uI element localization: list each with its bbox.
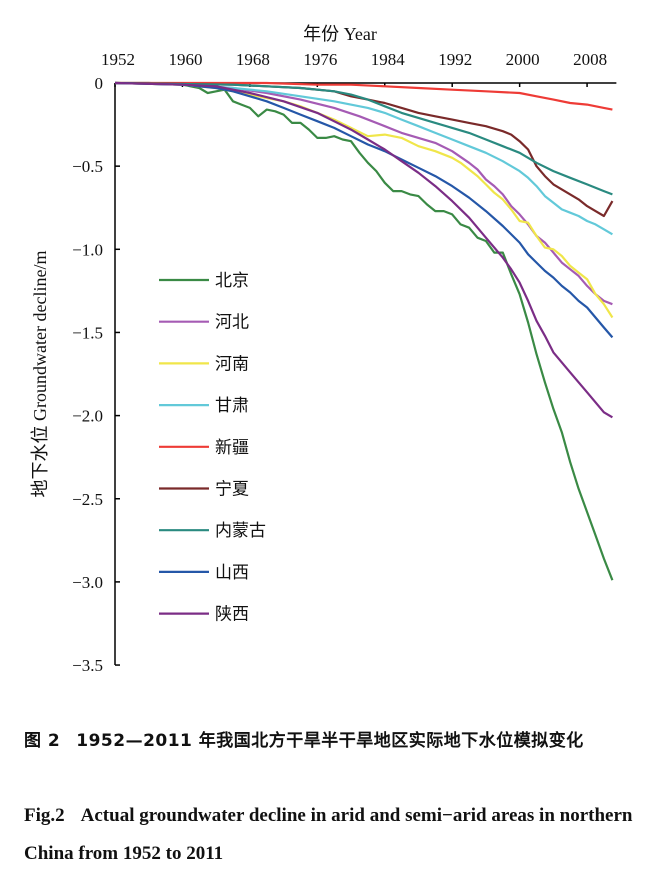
legend-item: 北京 <box>159 271 249 291</box>
legend-label: 甘肃 <box>215 396 249 416</box>
legend-label: 宁夏 <box>215 480 249 500</box>
caption-en-text: Actual groundwater decline in arid and s… <box>24 805 633 864</box>
y-tick-label: −2.0 <box>72 407 103 426</box>
legend-label: 陕西 <box>215 605 249 625</box>
series-line-陕西 <box>114 81 613 419</box>
y-tick-label: −0.5 <box>72 157 103 176</box>
series-line-新疆 <box>115 81 613 111</box>
y-tick-label: −1.5 <box>72 323 103 342</box>
caption-english: Fig.2 Actual groundwater decline in arid … <box>24 797 644 873</box>
legend-item: 山西 <box>159 563 249 583</box>
caption-en-figure-number: Fig.2 <box>24 805 65 826</box>
y-tick-label: −3.0 <box>72 573 103 592</box>
legend-item: 甘肃 <box>159 396 249 416</box>
x-tick-label: 1968 <box>236 50 270 69</box>
y-axis-ticks: 0 −0.5 −1.0 −1.5 −2.0 −2.5 −3.0 −3.5 <box>72 74 120 675</box>
legend-item: 新疆 <box>159 438 249 458</box>
legend-item: 内蒙古 <box>159 521 266 541</box>
legend-item: 宁夏 <box>159 480 249 500</box>
x-tick-label: 1960 <box>168 50 202 69</box>
caption-cn-text: 1952—2011 年我国北方干旱半干旱地区实际地下水位模拟变化 <box>76 731 584 751</box>
x-tick-label: 2000 <box>506 50 540 69</box>
x-tick-label: 1952 <box>101 50 135 69</box>
legend-label: 河南 <box>215 354 249 374</box>
series-line-甘肃 <box>114 81 613 236</box>
x-axis-ticks: 1952 1960 1968 1976 1984 1992 2000 2008 <box>101 50 607 87</box>
groundwater-chart: 年份 Year 1952 1960 1968 1976 1984 1992 2000 2008… <box>30 24 617 675</box>
legend-label: 内蒙古 <box>215 521 266 541</box>
legend-label: 河北 <box>215 313 249 333</box>
y-tick-label: −1.0 <box>72 240 103 259</box>
legend-label: 新疆 <box>215 438 249 458</box>
caption-cn-figure-number: 图 2 <box>24 731 61 751</box>
series-line-内蒙古 <box>114 81 613 196</box>
y-tick-label: 0 <box>95 74 104 93</box>
legend-label: 北京 <box>215 271 249 291</box>
x-tick-label: 1992 <box>438 50 472 69</box>
y-axis-title: 地下水位 Groundwater decline/m <box>30 251 50 498</box>
legend-item: 陕西 <box>159 605 249 625</box>
x-tick-label: 1984 <box>371 50 406 69</box>
y-tick-label: −3.5 <box>72 656 103 675</box>
x-tick-label: 2008 <box>573 50 607 69</box>
caption-chinese: 图 2 1952—2011 年我国北方干旱半干旱地区实际地下水位模拟变化 <box>24 722 644 760</box>
series-line-宁夏 <box>114 81 614 218</box>
legend-label: 山西 <box>215 563 249 583</box>
x-tick-label: 1976 <box>303 50 337 69</box>
series-line-山西 <box>114 81 614 339</box>
x-axis-title: 年份 Year <box>303 24 377 44</box>
series-line-北京 <box>115 81 614 581</box>
legend-item: 河北 <box>159 313 249 333</box>
series-line-河北 <box>114 81 613 306</box>
series-lines <box>114 81 614 581</box>
y-tick-label: −2.5 <box>72 490 103 509</box>
legend-item: 河南 <box>159 354 249 374</box>
